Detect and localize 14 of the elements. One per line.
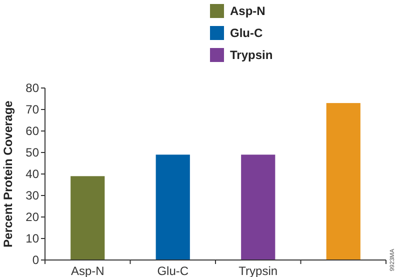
y-tick-label: 20 <box>26 210 40 224</box>
y-tick-label: 80 <box>26 81 40 96</box>
y-tick-label: 30 <box>26 188 40 203</box>
y-tick-label: 50 <box>26 146 40 160</box>
legend-label: Glu-C <box>230 26 263 40</box>
x-tick-label: Glu-C <box>157 264 189 277</box>
y-tick-label: 60 <box>26 124 40 138</box>
y-tick-label: 40 <box>26 167 40 182</box>
y-tick-label: 10 <box>26 232 40 246</box>
y-axis-title: Percent Protein Coverage <box>1 100 15 248</box>
y-tick-label: 70 <box>26 102 40 117</box>
y-tick-label: 0 <box>32 253 40 268</box>
legend-label: Trypsin <box>230 48 273 62</box>
legend-label: Asp-N <box>230 4 266 18</box>
